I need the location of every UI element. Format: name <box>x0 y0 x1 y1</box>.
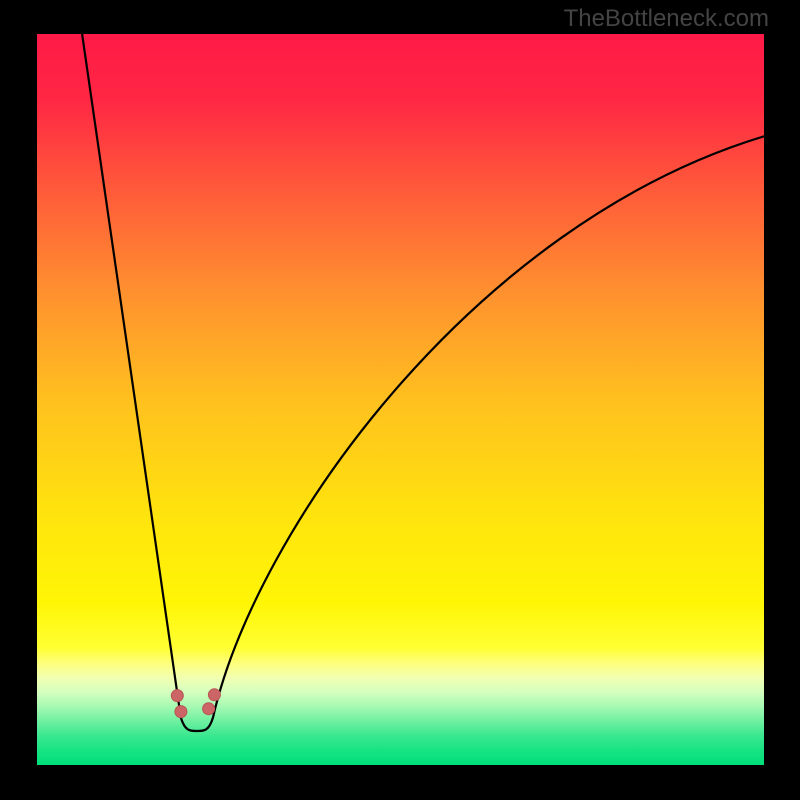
bottleneck-curve <box>82 34 764 731</box>
watermark-text: TheBottleneck.com <box>564 5 769 33</box>
marker-left-1 <box>171 690 183 702</box>
marker-left-2 <box>175 706 187 718</box>
chart-svg <box>37 34 764 765</box>
plot-area <box>37 34 764 765</box>
chart-container: TheBottleneck.com <box>0 0 800 800</box>
marker-right-1 <box>203 703 215 715</box>
marker-right-2 <box>208 689 220 701</box>
